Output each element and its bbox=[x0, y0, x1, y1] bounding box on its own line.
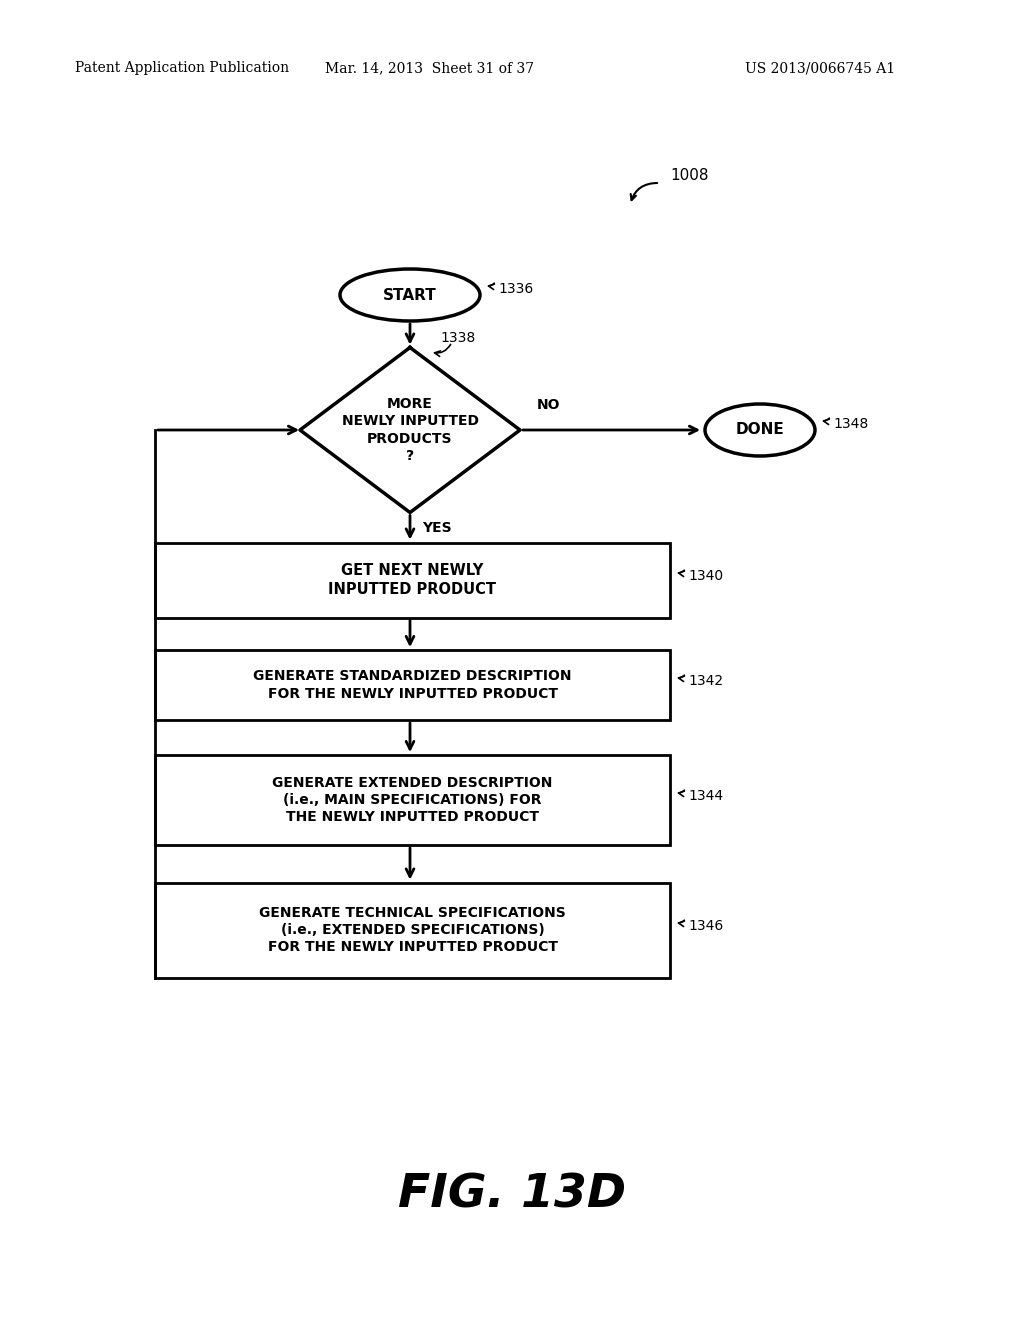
Text: GENERATE STANDARDIZED DESCRIPTION
FOR THE NEWLY INPUTTED PRODUCT: GENERATE STANDARDIZED DESCRIPTION FOR TH… bbox=[253, 669, 571, 701]
Text: NO: NO bbox=[537, 399, 560, 412]
Text: US 2013/0066745 A1: US 2013/0066745 A1 bbox=[744, 61, 895, 75]
Text: FIG. 13D: FIG. 13D bbox=[398, 1172, 626, 1217]
Bar bbox=[155, 883, 670, 978]
Text: GENERATE EXTENDED DESCRIPTION
(i.e., MAIN SPECIFICATIONS) FOR
THE NEWLY INPUTTED: GENERATE EXTENDED DESCRIPTION (i.e., MAI… bbox=[272, 776, 553, 824]
Ellipse shape bbox=[340, 269, 480, 321]
Text: 1348: 1348 bbox=[833, 417, 868, 432]
Text: GET NEXT NEWLY
INPUTTED PRODUCT: GET NEXT NEWLY INPUTTED PRODUCT bbox=[329, 564, 497, 597]
Text: 1336: 1336 bbox=[498, 282, 534, 296]
Text: Mar. 14, 2013  Sheet 31 of 37: Mar. 14, 2013 Sheet 31 of 37 bbox=[326, 61, 535, 75]
Text: Patent Application Publication: Patent Application Publication bbox=[75, 61, 289, 75]
Text: START: START bbox=[383, 288, 437, 302]
Text: 1338: 1338 bbox=[440, 331, 475, 345]
Bar bbox=[155, 543, 670, 618]
Text: 1342: 1342 bbox=[688, 675, 723, 688]
Text: 1340: 1340 bbox=[688, 569, 723, 583]
Text: 1346: 1346 bbox=[688, 919, 723, 933]
Text: 1344: 1344 bbox=[688, 789, 723, 803]
Bar bbox=[155, 649, 670, 719]
Text: MORE
NEWLY INPUTTED
PRODUCTS
?: MORE NEWLY INPUTTED PRODUCTS ? bbox=[341, 397, 478, 463]
Ellipse shape bbox=[705, 404, 815, 455]
Text: DONE: DONE bbox=[735, 422, 784, 437]
Text: YES: YES bbox=[422, 520, 452, 535]
Text: 1008: 1008 bbox=[670, 168, 709, 182]
Polygon shape bbox=[300, 347, 520, 512]
Text: GENERATE TECHNICAL SPECIFICATIONS
(i.e., EXTENDED SPECIFICATIONS)
FOR THE NEWLY : GENERATE TECHNICAL SPECIFICATIONS (i.e.,… bbox=[259, 906, 566, 954]
Bar bbox=[155, 755, 670, 845]
